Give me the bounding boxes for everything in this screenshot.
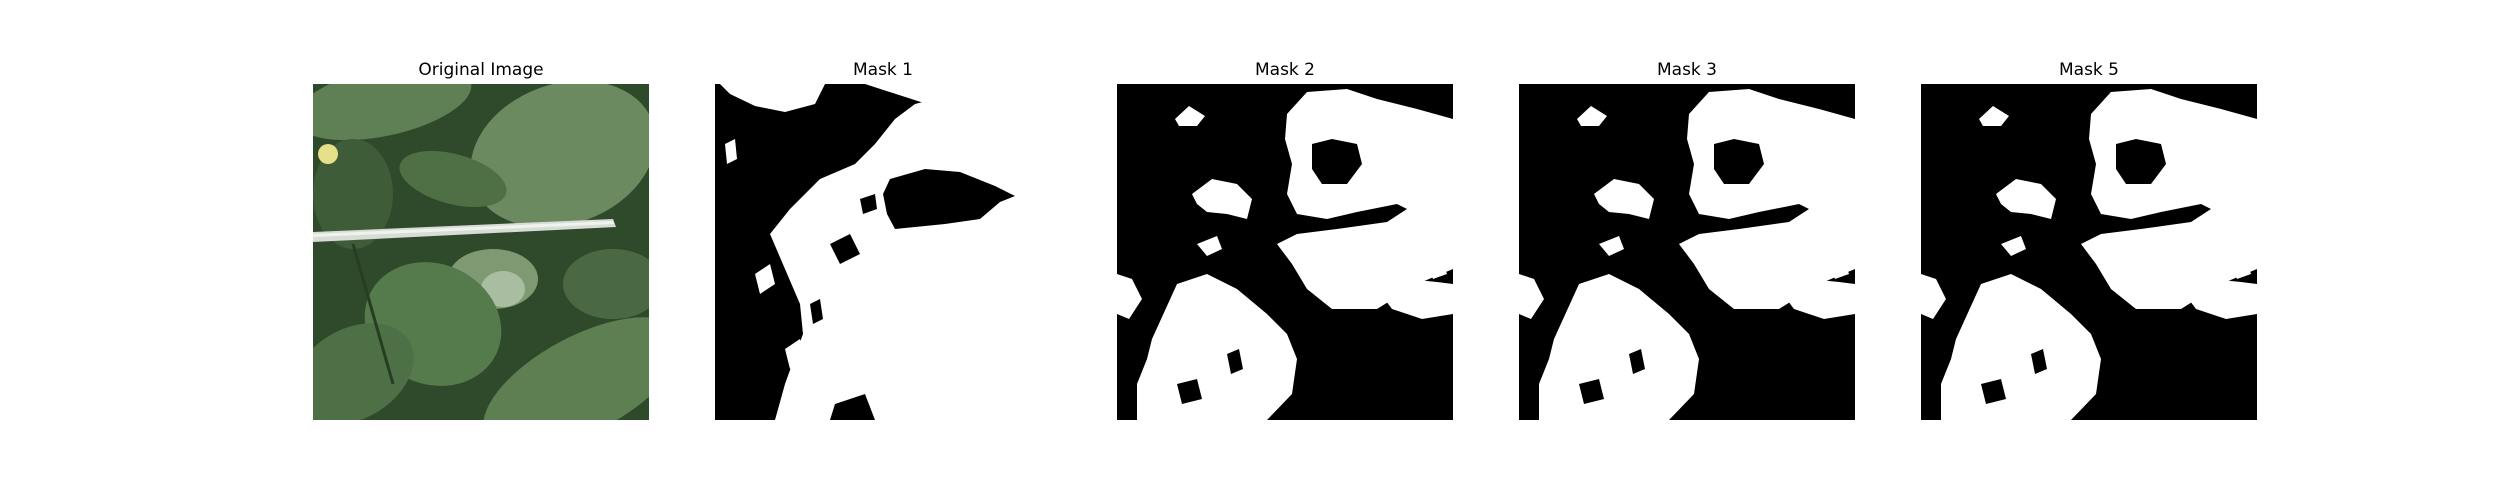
mask-image: [1117, 84, 1453, 420]
mask-image: [715, 84, 1051, 420]
panel-title: Mask 2: [1254, 60, 1315, 80]
panel-title: Mask 1: [852, 60, 913, 80]
panel-title: Original Image: [418, 60, 544, 80]
mask-image: [1921, 84, 2257, 420]
mask-image: [1519, 84, 1855, 420]
original-photo: [313, 84, 649, 420]
panel-title: Mask 5: [2058, 60, 2119, 80]
panel-title: Mask 3: [1656, 60, 1717, 80]
